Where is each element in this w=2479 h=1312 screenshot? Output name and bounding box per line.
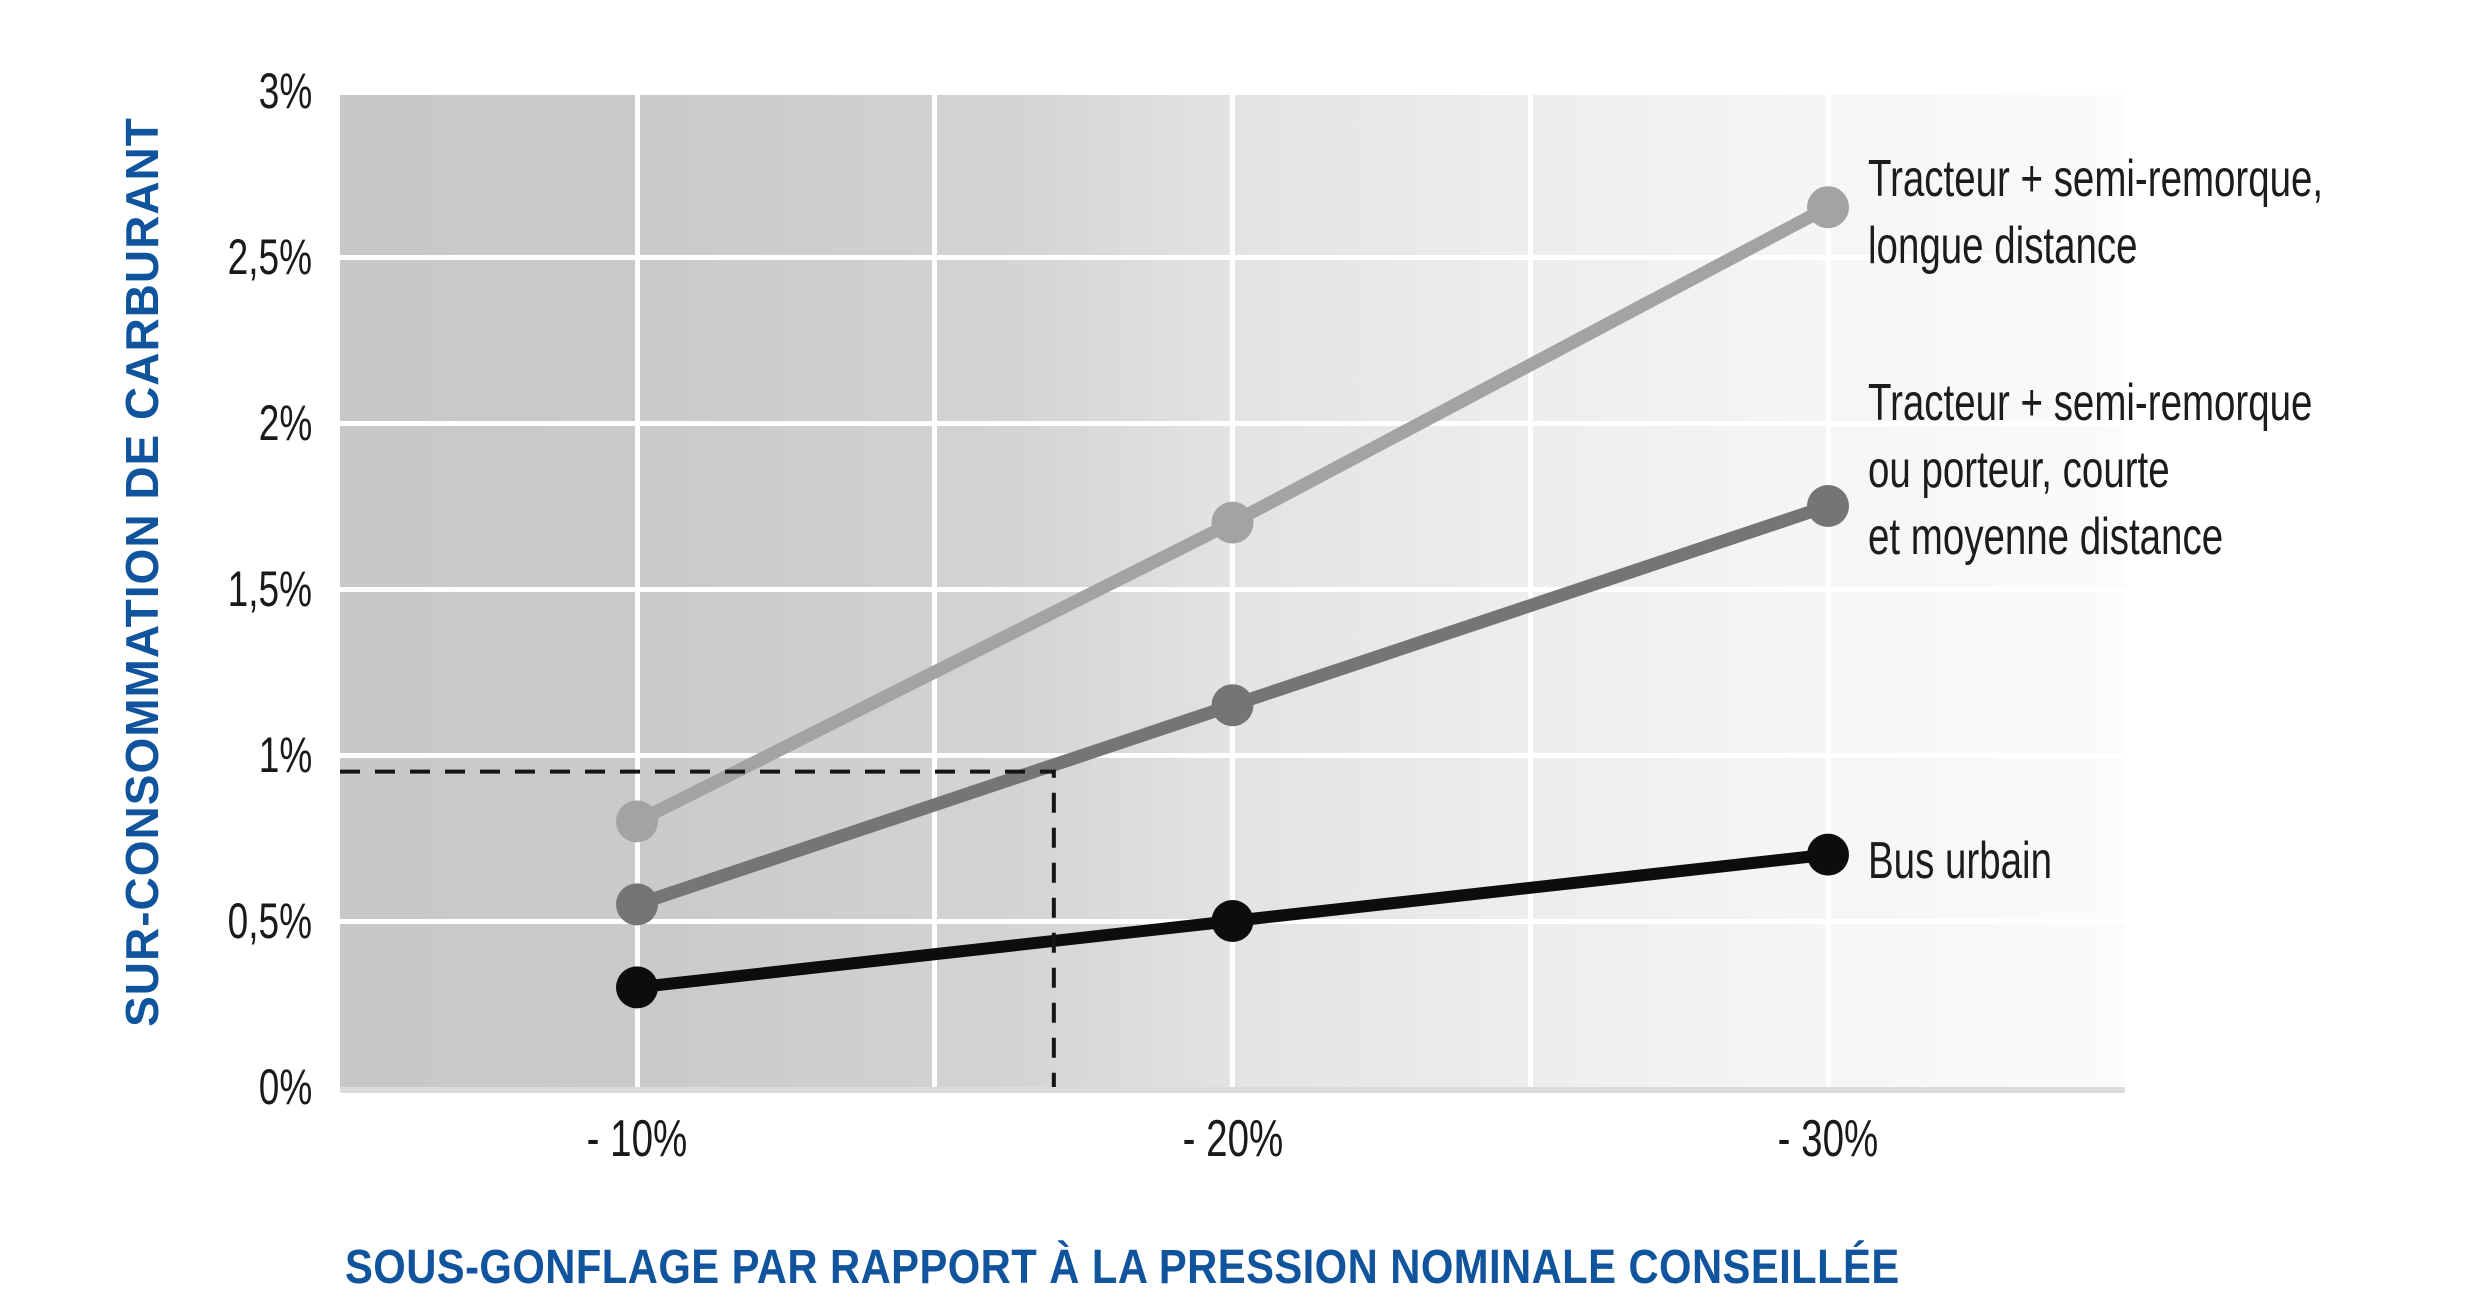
legend-text-line: longue distance: [1868, 217, 2138, 275]
legend-text: longue distance: [1868, 213, 2479, 280]
v-gridline: [1527, 91, 1533, 1087]
v-gridline: [932, 91, 938, 1087]
legend-text: Tracteur + semi-remorque,: [1868, 146, 2479, 213]
x-tick-label: - 20%: [1113, 1108, 1353, 1170]
x-tick-text: - 10%: [586, 1110, 688, 1168]
y-tick-text: 3%: [258, 63, 312, 119]
y-tick-text: 0%: [258, 1059, 312, 1115]
data-point-2-0: [616, 966, 658, 1009]
plot-area: [340, 91, 2125, 1093]
data-point-0-2: [1807, 186, 1849, 229]
data-point-1-2: [1807, 485, 1849, 527]
y-tick-label: 0%: [0, 1056, 312, 1118]
dashed-guide-line: [340, 769, 1056, 1087]
legend-entry-1: Tracteur + semi-remorque ou porteur, cour…: [1868, 370, 2469, 571]
legend-text: Bus urbain: [1868, 828, 2117, 895]
legend-text: ou porteur, courte: [1868, 437, 2469, 504]
v-gridline: [1825, 91, 1831, 1087]
legend-text-line: ou porteur, courte: [1868, 441, 2170, 499]
y-tick-label: 1%: [0, 724, 312, 786]
y-tick-label: 1,5%: [0, 558, 312, 620]
x-tick-label: - 10%: [517, 1108, 757, 1170]
y-tick-text: 2%: [258, 395, 312, 451]
data-point-0-0: [616, 800, 658, 843]
data-point-0-1: [1211, 501, 1254, 544]
legend-text-line: Tracteur + semi-remorque,: [1868, 150, 2324, 208]
x-tick-text: - 20%: [1182, 1110, 1283, 1168]
y-tick-label: 2%: [0, 392, 312, 454]
data-point-2-1: [1211, 900, 1254, 942]
legend-text-line: Bus urbain: [1868, 832, 2052, 890]
data-point-1-1: [1211, 684, 1254, 727]
legend-text: Tracteur + semi-remorque: [1868, 370, 2469, 437]
legend-text-line: et moyenne distance: [1868, 508, 2224, 566]
y-tick-text: 0,5%: [227, 893, 312, 949]
data-point-1-0: [616, 883, 658, 926]
x-tick-text: - 30%: [1777, 1110, 1879, 1168]
y-tick-text: 1,5%: [227, 561, 312, 617]
y-tick-label: 2,5%: [0, 226, 312, 288]
chart-series-canvas: [340, 186, 1849, 1087]
y-tick-text: 1%: [258, 727, 312, 783]
x-axis-title-text: SOUS-GONFLAGE PAR RAPPORT À LA PRESSION …: [345, 1241, 1900, 1294]
y-tick-label: 0,5%: [0, 890, 312, 952]
x-tick-label: - 30%: [1708, 1108, 1948, 1170]
legend-text: et moyenne distance: [1868, 504, 2469, 571]
legend-entry-2: Bus urbain: [1868, 828, 2117, 895]
legend-entry-0: Tracteur + semi-remorque, longue distance: [1868, 146, 2479, 280]
y-tick-text: 2,5%: [227, 229, 312, 285]
v-gridline: [634, 91, 640, 1087]
legend-text-line: Tracteur + semi-remorque: [1868, 374, 2313, 432]
x-axis-title: SOUS-GONFLAGE PAR RAPPORT À LA PRESSION …: [345, 1240, 2132, 1300]
y-tick-label: 3%: [0, 60, 312, 122]
data-point-2-2: [1807, 833, 1849, 876]
v-gridline: [1230, 91, 1235, 1087]
